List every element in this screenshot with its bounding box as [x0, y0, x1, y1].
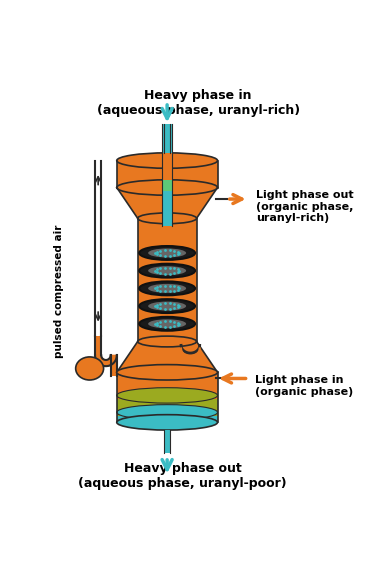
Polygon shape — [117, 395, 217, 416]
Ellipse shape — [117, 365, 217, 380]
Ellipse shape — [117, 153, 217, 168]
Ellipse shape — [139, 282, 195, 295]
Ellipse shape — [148, 319, 186, 328]
Ellipse shape — [117, 388, 217, 403]
Ellipse shape — [138, 336, 197, 347]
Ellipse shape — [76, 357, 103, 380]
Polygon shape — [162, 124, 172, 153]
Ellipse shape — [138, 213, 197, 224]
Polygon shape — [162, 153, 172, 180]
Polygon shape — [117, 187, 217, 218]
Ellipse shape — [117, 415, 217, 430]
Polygon shape — [117, 372, 217, 399]
Text: Light phase out
(organic phase,
uranyl-rich): Light phase out (organic phase, uranyl-r… — [256, 190, 354, 223]
Polygon shape — [117, 161, 217, 187]
Polygon shape — [111, 356, 117, 376]
Polygon shape — [117, 412, 217, 423]
Ellipse shape — [139, 264, 195, 278]
Text: pulsed compressed air: pulsed compressed air — [54, 225, 64, 358]
Polygon shape — [117, 341, 217, 372]
Ellipse shape — [139, 246, 195, 260]
Text: Heavy phase in
(aqueous phase, uranyl-rich): Heavy phase in (aqueous phase, uranyl-ri… — [97, 89, 300, 117]
Text: Heavy phase out
(aqueous phase, uranyl-poor): Heavy phase out (aqueous phase, uranyl-p… — [78, 462, 287, 490]
Text: Light phase in
(organic phase): Light phase in (organic phase) — [255, 375, 353, 397]
Ellipse shape — [148, 266, 186, 275]
Polygon shape — [164, 430, 170, 453]
Ellipse shape — [117, 404, 217, 420]
Ellipse shape — [117, 180, 217, 195]
Polygon shape — [95, 336, 101, 356]
Ellipse shape — [148, 302, 186, 311]
Polygon shape — [164, 124, 170, 153]
Ellipse shape — [148, 284, 186, 293]
Polygon shape — [138, 218, 197, 341]
Ellipse shape — [139, 299, 195, 313]
Polygon shape — [95, 356, 117, 366]
Ellipse shape — [148, 248, 186, 257]
Polygon shape — [162, 191, 172, 226]
Ellipse shape — [139, 317, 195, 331]
Polygon shape — [162, 180, 172, 191]
